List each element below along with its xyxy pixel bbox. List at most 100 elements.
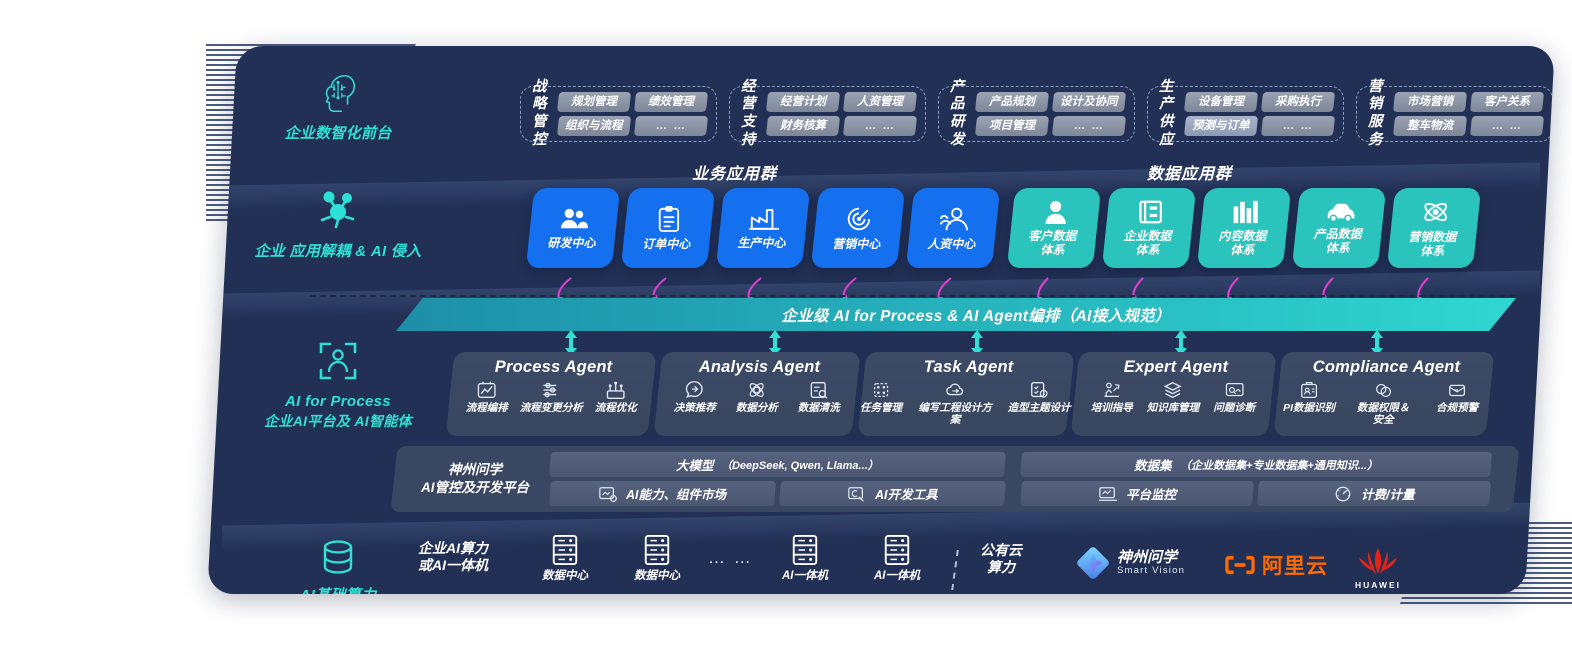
smartvision-logo	[1077, 547, 1109, 579]
infrastructure-row: 企业AI算力 或AI一体机 数据中心 数据中心 … …	[222, 532, 1540, 594]
agent-item[interactable]: 数据权限＆ 安全	[1352, 379, 1414, 427]
app-card-production-center[interactable]: 生产中心	[715, 188, 811, 268]
platform-item-billing[interactable]: 计费/计量	[1257, 481, 1491, 506]
capability-chip-more[interactable]: … …	[633, 116, 709, 137]
platform-item-dev-tools[interactable]: AI开发工具	[779, 481, 1006, 506]
agent-item[interactable]: 任务管理	[855, 379, 907, 415]
agent-name: Task Agent	[923, 358, 1014, 376]
capability-chip[interactable]: 采购执行	[1260, 91, 1336, 112]
agent-item[interactable]: PI数据识别	[1278, 379, 1340, 415]
agent-item[interactable]: 数据分析	[736, 379, 778, 415]
gauge-icon	[1335, 486, 1351, 501]
database-icon	[323, 540, 353, 574]
capability-group-4[interactable]: 营销 服务 市场营销 客户关系 整车物流 … …	[1356, 79, 1553, 148]
capability-chip[interactable]: 人资管理	[842, 91, 918, 112]
capability-chip-more[interactable]: … …	[1469, 116, 1545, 137]
shield-cloud-icon	[1376, 383, 1392, 398]
optimize-icon	[606, 381, 625, 399]
infra-node-ai-appliance-1[interactable]: AI一体机	[782, 534, 828, 583]
capability-chip[interactable]: 市场营销	[1392, 91, 1468, 112]
app-card-label: 客户数据 体系	[1028, 228, 1077, 257]
capability-group-3[interactable]: 生产 供应 设备管理 采购执行 预测与订单 … …	[1147, 79, 1344, 148]
business-apps-title: 业务应用群	[692, 166, 778, 183]
capability-chip[interactable]: 绩效管理	[633, 91, 709, 112]
layers-icon	[1164, 381, 1183, 399]
app-card-marketing-data[interactable]: 营销数据 体系	[1386, 188, 1482, 268]
capability-group-2[interactable]: 产品 研发 产品规划 设计及协同 项目管理 … …	[938, 79, 1135, 148]
factory-icon	[748, 209, 779, 231]
capability-group-0[interactable]: 战略 管控 规划管理 绩效管理 组织与流程 … …	[520, 79, 717, 148]
agent-item[interactable]: 问题诊断	[1213, 379, 1255, 415]
vendor-logo-huawei[interactable]: HUAWEI	[1354, 546, 1402, 590]
rail-sublabel-ai-for-process: 企业AI平台及 AI智能体	[264, 413, 412, 430]
platform-brand-label: 神州问学 AI管控及开发平台	[421, 462, 529, 495]
app-card-customer-data[interactable]: 客户数据 体系	[1006, 188, 1102, 268]
vendor-logo-smartvision[interactable]: 神州问学 Smart Vision	[1076, 546, 1185, 580]
car-icon	[1327, 203, 1355, 222]
capability-chip[interactable]: 规划管理	[556, 91, 632, 112]
agent-item[interactable]: 流程优化	[594, 379, 636, 415]
agent-item[interactable]: 培训指导	[1091, 379, 1133, 415]
molecule-icon	[320, 191, 355, 229]
capability-chip[interactable]: 客户关系	[1469, 91, 1545, 112]
capability-chip[interactable]: 设计及协同	[1051, 91, 1127, 112]
agent-card-analysis[interactable]: Analysis Agent 决策推荐 数据分析 数据清洗	[653, 352, 861, 436]
agent-item[interactable]: 造型主题设计	[1003, 379, 1075, 415]
app-card-hr-center[interactable]: 人资中心	[905, 188, 1001, 268]
agent-item-label: 决策推荐	[673, 402, 716, 414]
capability-chip[interactable]: 项目管理	[974, 116, 1050, 137]
app-card-order-center[interactable]: 订单中心	[620, 188, 716, 268]
app-card-product-data[interactable]: 产品数据 体系	[1291, 188, 1387, 268]
app-card-marketing-center[interactable]: 营销中心	[810, 188, 906, 268]
agent-card-process[interactable]: Process Agent 流程编排 流程变更分析 流程优化	[445, 352, 657, 436]
rail-ai-for-process: AI for Process 企业AI平台及 AI智能体	[222, 338, 454, 431]
agent-item[interactable]: 决策推荐	[674, 379, 716, 415]
agent-item[interactable]: 流程变更分析	[519, 379, 582, 415]
monitor-icon	[1098, 486, 1117, 501]
agent-card-task[interactable]: Task Agent 任务管理 编写工程设计方案 造型主题设计	[855, 352, 1075, 436]
capability-chip[interactable]: 预测与订单	[1183, 116, 1259, 137]
app-card-enterprise-data[interactable]: 企业数据 体系	[1101, 188, 1197, 268]
agent-item[interactable]: 知识库管理	[1147, 379, 1199, 415]
server-icon	[792, 535, 818, 565]
capability-chip-more[interactable]: … …	[1260, 116, 1336, 137]
infra-enterprise-label: 企业AI算力 或AI一体机	[418, 540, 488, 574]
capability-chip[interactable]: 组织与流程	[556, 116, 632, 137]
capability-chip-more[interactable]: … …	[842, 116, 918, 137]
ellipsis-icon: … …	[708, 548, 753, 567]
capability-chip[interactable]: 产品规划	[974, 91, 1050, 112]
market-gear-icon	[599, 486, 618, 502]
app-card-content-data[interactable]: 内容数据 体系	[1196, 188, 1292, 268]
users-icon	[560, 208, 588, 229]
infra-public-cloud-text: 公有云 算力	[980, 542, 1022, 576]
capability-chip[interactable]: 设备管理	[1183, 91, 1259, 112]
infra-node-label: AI一体机	[874, 570, 920, 582]
agent-item[interactable]: 合规预警	[1426, 379, 1488, 415]
vendor-name-en: Smart Vision	[1117, 565, 1186, 576]
platform-llm-row[interactable]: 大模型 （DeepSeek, Qwen, Llama...）	[549, 452, 1006, 477]
agent-card-compliance[interactable]: Compliance Agent PI数据识别 数据权限＆ 安全 合规预警	[1273, 352, 1495, 436]
capability-group-1[interactable]: 经营 支持 经营计划 人资管理 财务核算 … …	[729, 79, 926, 148]
agent-name: Analysis Agent	[699, 358, 821, 376]
infra-node-datacenter-1[interactable]: 数据中心	[542, 534, 588, 583]
orchestration-banner: 企业级 AI for Process & AI Agent编排（AI接入规范）	[396, 298, 1516, 331]
infra-node-datacenter-2[interactable]: 数据中心	[634, 534, 680, 583]
platform-item-monitoring[interactable]: 平台监控	[1020, 481, 1254, 506]
agent-card-expert[interactable]: Expert Agent 培训指导 知识库管理 问题诊断	[1070, 352, 1277, 436]
platform-dataset-row[interactable]: 数据集 （企业数据集+专业数据集+通用知识...）	[1020, 452, 1492, 477]
platform-item-ai-market[interactable]: AI能力、组件市场	[549, 481, 776, 506]
agent-item[interactable]: 流程编排	[465, 379, 507, 415]
agent-item[interactable]: 数据清洗	[798, 379, 840, 415]
capability-chip-more[interactable]: … …	[1051, 116, 1127, 137]
server-icon	[552, 535, 578, 565]
vendor-name-en: HUAWEI	[1355, 580, 1401, 590]
app-card-rd-center[interactable]: 研发中心	[525, 188, 621, 268]
agent-item[interactable]: 编写工程设计方案	[915, 379, 995, 427]
vendor-logo-aliyun[interactable]: 阿里云	[1224, 550, 1328, 580]
infra-node-ai-appliance-2[interactable]: AI一体机	[874, 534, 920, 583]
orchestration-banner-label: 企业级 AI for Process & AI Agent编排（AI接入规范）	[781, 307, 1171, 325]
capability-chip[interactable]: 整车物流	[1392, 116, 1468, 137]
capability-chip[interactable]: 经营计划	[765, 91, 841, 112]
capability-chip[interactable]: 财务核算	[765, 116, 841, 137]
id-badge-icon	[1301, 382, 1318, 398]
